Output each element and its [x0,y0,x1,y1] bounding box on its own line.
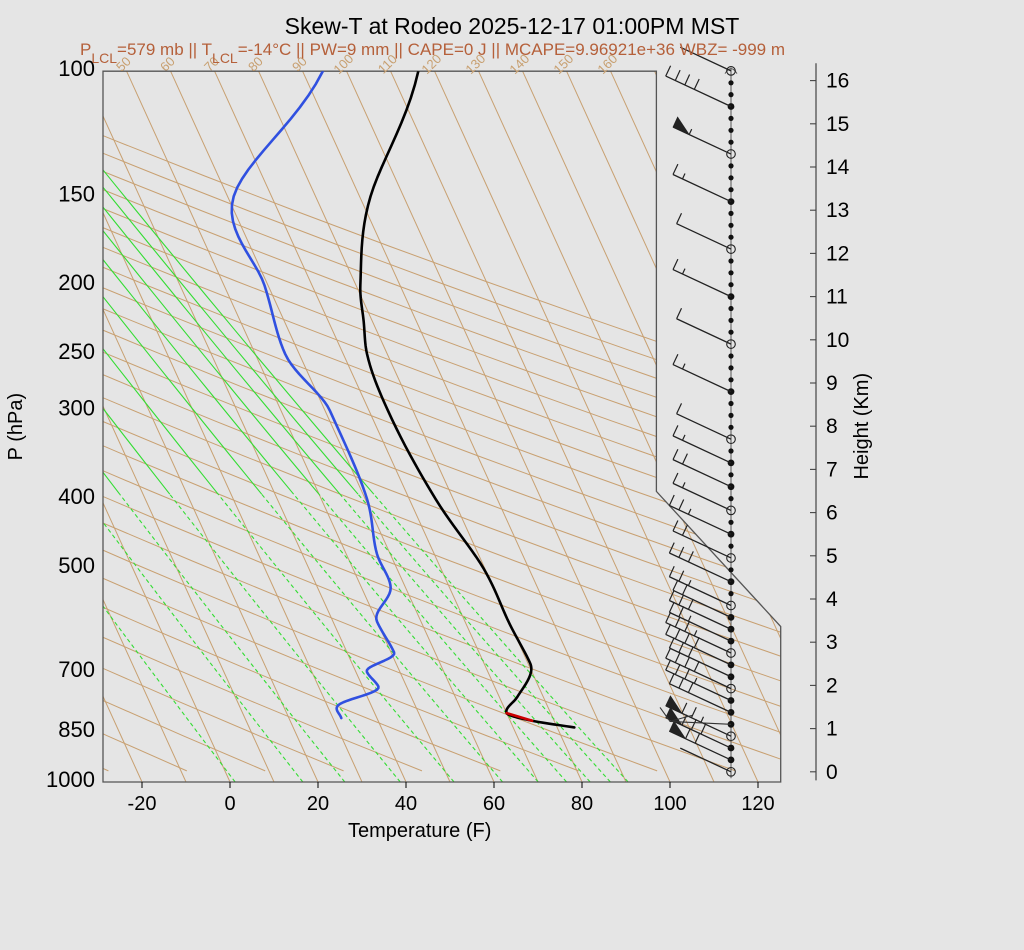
svg-text:100: 100 [58,56,95,81]
svg-text:1: 1 [826,718,838,741]
svg-text:2: 2 [826,674,838,697]
svg-text:Skew-T at Rodeo 2025-12-17 01:: Skew-T at Rodeo 2025-12-17 01:00PM MST [285,13,740,39]
svg-text:0: 0 [826,761,838,784]
svg-text:80: 80 [571,793,593,815]
svg-text:7: 7 [826,458,838,481]
svg-text:300: 300 [58,395,95,420]
svg-text:850: 850 [58,717,95,742]
svg-text:5: 5 [826,545,838,568]
svg-text:500: 500 [58,553,95,578]
svg-text:60: 60 [483,793,505,815]
svg-text:120: 120 [741,793,774,815]
svg-text:8: 8 [826,415,838,438]
svg-text:250: 250 [58,339,95,364]
svg-text:700: 700 [58,657,95,682]
svg-text:9: 9 [826,372,838,395]
svg-text:13: 13 [826,199,849,222]
svg-text:6: 6 [826,502,838,525]
svg-text:3: 3 [826,631,838,654]
svg-text:-20: -20 [128,793,157,815]
svg-text:40: 40 [395,793,417,815]
svg-text:12: 12 [826,242,849,265]
svg-text:0: 0 [224,793,235,815]
svg-text:14: 14 [826,156,850,179]
svg-text:100: 100 [653,793,686,815]
svg-text:150: 150 [58,181,95,206]
svg-text:200: 200 [58,270,95,295]
svg-text:400: 400 [58,484,95,509]
svg-text:Temperature (F): Temperature (F) [348,820,491,842]
svg-text:4: 4 [826,588,838,611]
svg-text:20: 20 [307,793,329,815]
svg-text:15: 15 [826,113,849,136]
svg-text:1000: 1000 [46,767,95,792]
svg-text:10: 10 [826,329,849,352]
svg-text:16: 16 [826,70,849,93]
svg-text:11: 11 [826,286,848,309]
svg-text:P (hPa): P (hPa) [5,393,27,460]
svg-text:Height (Km): Height (Km) [851,373,873,480]
